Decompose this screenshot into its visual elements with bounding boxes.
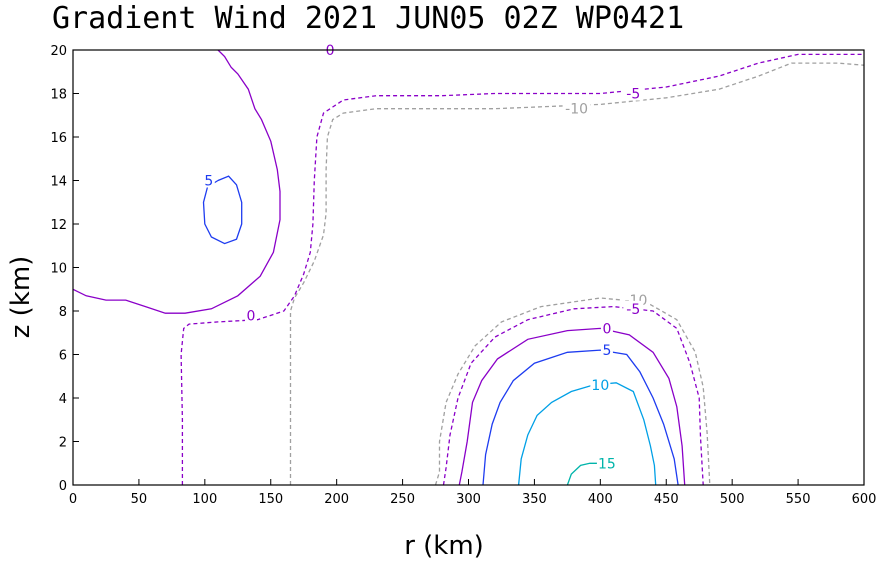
x-tick-label: 400: [588, 492, 613, 507]
y-tick-label: 20: [50, 44, 67, 59]
x-tick-label: 300: [456, 492, 481, 507]
contour-lines: [72, 49, 865, 486]
contour-label-15: 15: [598, 456, 616, 472]
contour-line-level-5-0: [202, 175, 243, 245]
y-tick-label: 8: [59, 305, 67, 320]
y-tick-label: 0: [59, 479, 67, 494]
contour-label-bg: [202, 172, 215, 188]
x-axis-ticks: 0 50 100 150 200 250 300 350 400 450 500 550 600: [69, 479, 877, 507]
contour-line-level-10-0: [517, 382, 657, 486]
plot-frame: [72, 49, 865, 486]
contour-label-0: 0: [247, 308, 256, 324]
y-tick-label: 18: [50, 88, 67, 103]
contour-line-level-neg10-0: [289, 62, 865, 485]
y-tick-label: 12: [50, 218, 67, 233]
x-tick-label: 200: [324, 492, 349, 507]
y-tick-label: 6: [59, 349, 67, 364]
y-tick-label: 10: [50, 262, 67, 277]
contour-label-bg: [623, 300, 644, 316]
y-axis-ticks: 0 2 4 6 8 10 12 14 16 18 20: [50, 44, 79, 494]
contour-line-level-neg10-1: [434, 297, 711, 486]
contour-label-bg: [590, 376, 611, 392]
contour-label-0: 0: [326, 43, 335, 59]
x-tick-label: 550: [786, 492, 811, 507]
contour-label-bg: [600, 342, 613, 358]
y-tick-label: 2: [59, 436, 67, 451]
contour-label-5: 5: [602, 343, 611, 359]
contour-line-level-neg5-0: [180, 53, 864, 485]
y-tick-label: 16: [50, 131, 67, 146]
x-tick-label: 500: [720, 492, 745, 507]
contour-label-bg: [562, 100, 591, 116]
y-tick-label: 4: [59, 392, 67, 407]
contour-label-neg5: -5: [626, 87, 640, 103]
contour-label-neg10: -10: [565, 102, 588, 118]
contour-label-10: 10: [591, 378, 609, 394]
x-tick-label: 350: [522, 492, 547, 507]
x-tick-label: 600: [852, 492, 877, 507]
contour-label-neg5: -5: [626, 302, 640, 318]
x-tick-label: 150: [258, 492, 283, 507]
contour-line-level-0-1: [458, 327, 686, 486]
y-axis-label: z (km): [6, 256, 36, 339]
contour-line-level-15-0: [566, 462, 601, 486]
contour-line-level-neg5-1: [442, 305, 704, 486]
x-tick-label: 50: [131, 492, 148, 507]
x-tick-label: 250: [390, 492, 415, 507]
chart-title: Gradient Wind 2021 JUN05 02Z WP0421: [52, 1, 684, 36]
contour-label-bg: [600, 320, 613, 336]
contour-line-level-0-0: [72, 49, 281, 314]
x-tick-label: 450: [654, 492, 679, 507]
contour-label-5: 5: [204, 174, 213, 190]
contour-label-bg: [244, 307, 257, 323]
contour-label-bg: [596, 455, 617, 471]
y-tick-label: 14: [50, 175, 67, 190]
contour-label-0: 0: [602, 321, 611, 337]
x-tick-label: 100: [192, 492, 217, 507]
contour-label-bg: [623, 85, 644, 101]
x-axis-label: r (km): [404, 531, 484, 561]
x-tick-label: 0: [69, 492, 77, 507]
contour-line-level-5-1: [482, 349, 679, 486]
